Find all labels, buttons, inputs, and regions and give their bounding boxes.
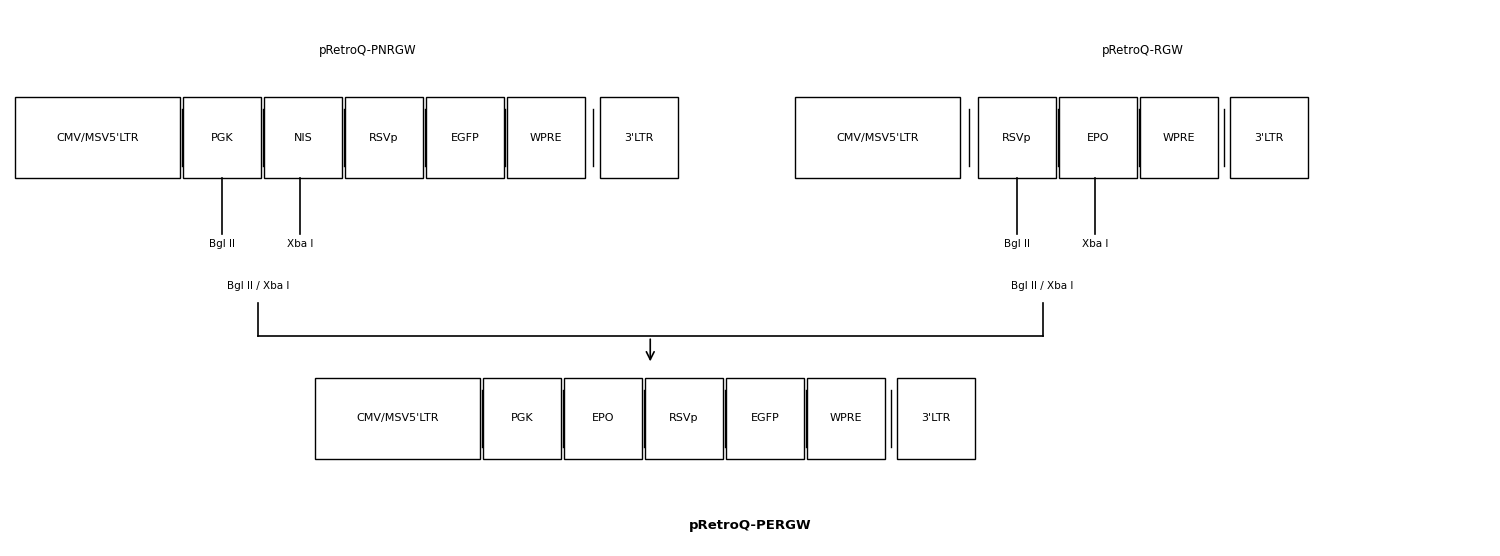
Text: RSVp: RSVp: [669, 414, 699, 423]
Bar: [426, 97, 504, 178]
Text: CMV/MSV5'LTR: CMV/MSV5'LTR: [357, 414, 438, 423]
Bar: [264, 97, 342, 178]
Text: pRetroQ-RGW: pRetroQ-RGW: [1102, 43, 1184, 57]
Text: WPRE: WPRE: [530, 133, 562, 142]
Text: EPO: EPO: [591, 414, 615, 423]
Text: PGK: PGK: [510, 414, 534, 423]
Text: NIS: NIS: [294, 133, 312, 142]
Text: CMV/MSV5'LTR: CMV/MSV5'LTR: [57, 133, 138, 142]
Text: Bgl II: Bgl II: [1004, 239, 1031, 249]
Text: Bgl II / Xba I: Bgl II / Xba I: [1011, 281, 1074, 291]
Text: EGFP: EGFP: [750, 414, 780, 423]
Bar: [345, 97, 423, 178]
Bar: [978, 97, 1056, 178]
Text: Xba I: Xba I: [1082, 239, 1108, 249]
Text: Bgl II: Bgl II: [209, 239, 236, 249]
Text: 3'LTR: 3'LTR: [921, 414, 951, 423]
Bar: [507, 97, 585, 178]
Text: 3'LTR: 3'LTR: [1254, 133, 1284, 142]
Text: 3'LTR: 3'LTR: [624, 133, 654, 142]
Bar: [315, 378, 480, 459]
Bar: [795, 97, 960, 178]
Text: Bgl II / Xba I: Bgl II / Xba I: [226, 281, 290, 291]
Bar: [726, 378, 804, 459]
Text: PGK: PGK: [210, 133, 234, 142]
Bar: [564, 378, 642, 459]
Bar: [897, 378, 975, 459]
Bar: [600, 97, 678, 178]
Text: pRetroQ-PERGW: pRetroQ-PERGW: [688, 519, 812, 532]
Bar: [1059, 97, 1137, 178]
Text: RSVp: RSVp: [369, 133, 399, 142]
Text: Xba I: Xba I: [286, 239, 314, 249]
Text: EGFP: EGFP: [450, 133, 480, 142]
Text: EPO: EPO: [1086, 133, 1108, 142]
Bar: [1230, 97, 1308, 178]
Text: pRetroQ-PNRGW: pRetroQ-PNRGW: [318, 43, 417, 57]
Text: CMV/MSV5'LTR: CMV/MSV5'LTR: [837, 133, 918, 142]
Bar: [645, 378, 723, 459]
Text: WPRE: WPRE: [830, 414, 862, 423]
Bar: [483, 378, 561, 459]
Bar: [807, 378, 885, 459]
Bar: [183, 97, 261, 178]
Bar: [15, 97, 180, 178]
Text: WPRE: WPRE: [1162, 133, 1196, 142]
Bar: [1140, 97, 1218, 178]
Text: RSVp: RSVp: [1002, 133, 1032, 142]
